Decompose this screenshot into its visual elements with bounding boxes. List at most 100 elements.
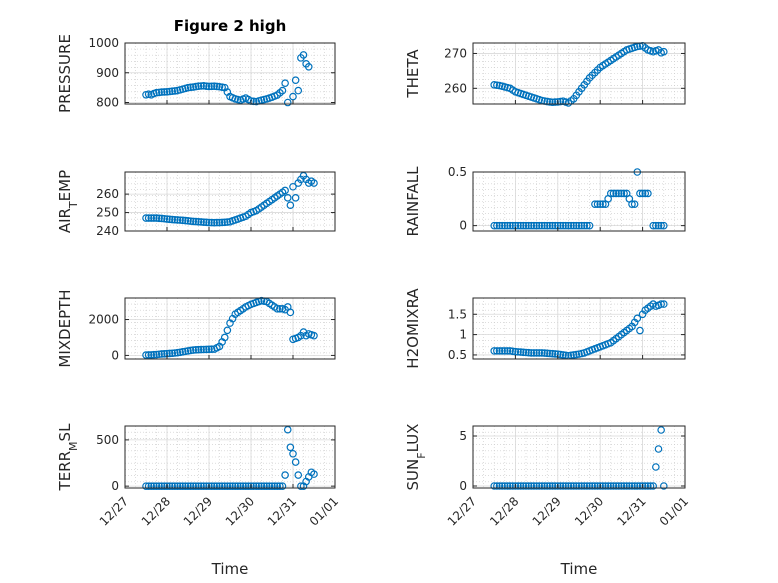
data-point xyxy=(593,482,602,490)
data-point xyxy=(157,350,166,358)
y-tick-label: 0.5 xyxy=(448,165,467,179)
data-point xyxy=(649,221,658,230)
data-point xyxy=(215,82,224,91)
data-point xyxy=(572,350,581,359)
data-point xyxy=(591,482,599,490)
data-point xyxy=(310,470,318,478)
data-point xyxy=(278,482,287,490)
x-tick-label: 12/27 xyxy=(445,494,479,528)
data-point xyxy=(551,350,559,358)
data-point xyxy=(218,218,226,227)
data-point xyxy=(506,347,514,355)
data-point xyxy=(604,482,612,490)
data-point xyxy=(165,87,174,96)
data-point xyxy=(147,351,156,359)
data-point xyxy=(532,221,541,230)
data-point xyxy=(160,482,169,490)
data-point xyxy=(165,349,174,358)
data-point xyxy=(152,350,161,359)
data-point xyxy=(247,482,255,490)
data-point xyxy=(514,221,522,230)
y-axis-label: PRESSURE xyxy=(56,34,74,113)
data-point xyxy=(192,482,200,490)
subplot-pressure: 800 900 1000 PRESSURE Figure 2 high xyxy=(56,17,336,113)
y-tick-label: 270 xyxy=(444,46,467,60)
data-point xyxy=(197,345,205,354)
data-point xyxy=(548,221,557,230)
data-point xyxy=(503,221,512,230)
data-point xyxy=(659,47,668,56)
data-point xyxy=(524,348,533,357)
data-point xyxy=(657,300,665,308)
data-point xyxy=(273,304,282,313)
data-point xyxy=(147,482,156,490)
data-point xyxy=(228,482,237,490)
x-tick-label: 12/28 xyxy=(139,494,173,528)
y-tick-label: 0 xyxy=(459,479,467,493)
data-point xyxy=(178,348,187,356)
y-axis-label: SUNFLUX xyxy=(404,424,428,491)
data-point xyxy=(503,347,512,355)
data-point xyxy=(192,82,200,91)
data-point xyxy=(210,82,219,90)
data-point xyxy=(538,482,546,490)
data-point xyxy=(310,179,318,187)
chart-title: Figure 2 high xyxy=(174,17,287,35)
data-point xyxy=(638,189,647,198)
data-point xyxy=(199,218,208,226)
data-point xyxy=(498,347,506,355)
data-point xyxy=(644,482,652,490)
data-point xyxy=(659,300,668,308)
y-axis-label: RAINFALL xyxy=(404,166,422,237)
data-point xyxy=(310,331,318,340)
data-point xyxy=(194,482,203,490)
data-point xyxy=(189,346,198,354)
data-point xyxy=(197,82,205,90)
data-point xyxy=(144,351,153,359)
data-point xyxy=(596,482,605,490)
data-point xyxy=(553,482,562,490)
y-tick-label: 260 xyxy=(444,81,467,95)
data-point xyxy=(575,221,583,230)
data-point xyxy=(638,482,647,490)
axes-box xyxy=(472,171,686,232)
data-point xyxy=(171,87,179,95)
data-point xyxy=(569,351,578,359)
y-tick-label: 1000 xyxy=(88,36,119,50)
data-point xyxy=(210,482,219,490)
data-point xyxy=(181,216,190,225)
data-point xyxy=(564,221,573,230)
y-axis-label: THETA xyxy=(404,49,422,99)
data-point xyxy=(181,482,190,490)
data-point xyxy=(215,482,224,490)
data-point xyxy=(532,482,541,490)
y-axis-label: H2OMIXRA xyxy=(404,288,422,369)
data-point xyxy=(304,63,313,71)
data-point xyxy=(559,221,567,230)
data-point xyxy=(281,471,289,479)
data-point xyxy=(659,221,668,230)
data-point xyxy=(168,482,177,490)
data-point xyxy=(152,88,161,97)
data-point xyxy=(569,221,578,230)
data-point xyxy=(163,215,171,223)
axes-box xyxy=(472,42,686,105)
data-point xyxy=(286,308,295,317)
x-tick-label: 12/30 xyxy=(572,494,606,528)
data-point xyxy=(556,482,565,490)
data-point xyxy=(498,482,506,490)
data-point xyxy=(633,482,642,490)
data-point xyxy=(652,221,660,230)
x-tick-label: 01/01 xyxy=(307,494,341,528)
subplot-air-temp: 240 250 260 AIRTEMP xyxy=(56,170,336,238)
data-point xyxy=(609,482,618,490)
data-point xyxy=(239,482,247,490)
data-point xyxy=(226,482,234,490)
data-point xyxy=(546,349,554,358)
data-point xyxy=(538,221,546,230)
data-point xyxy=(205,218,213,227)
data-point xyxy=(490,221,499,230)
data-point xyxy=(220,482,229,490)
data-point xyxy=(176,348,184,357)
data-point xyxy=(197,482,205,490)
